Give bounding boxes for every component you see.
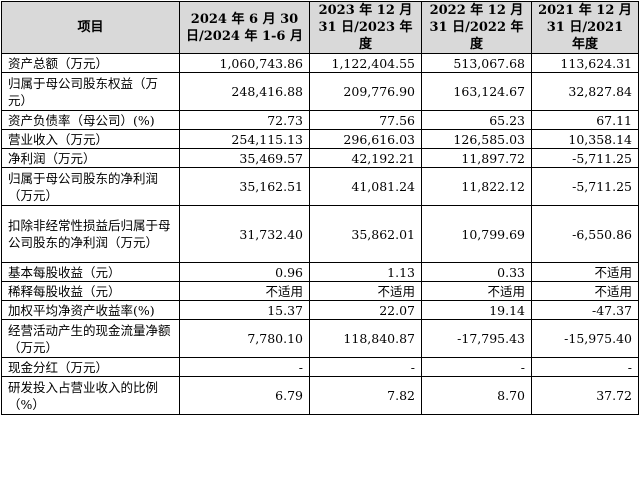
header-item: 项目	[1, 1, 180, 54]
cell-value: 126,585.03	[421, 129, 532, 149]
table-row: 归属于母公司股东的净利润（万元） 35,162.51 41,081.24 11,822…	[1, 167, 639, 206]
cell-value: 37.72	[531, 376, 639, 415]
cell-value: 22.07	[309, 300, 422, 320]
cell-value: -5,711.25	[531, 148, 639, 168]
table-row: 稀释每股收益（元） 不适用 不适用 不适用 不适用	[1, 281, 639, 301]
row-label: 加权平均净资产收益率(%)	[1, 300, 180, 320]
cell-value: 254,115.13	[179, 129, 310, 149]
cell-value: 不适用	[531, 281, 639, 301]
table-row: 净利润（万元） 35,469.57 42,192.21 11,897.72 -5,711…	[1, 148, 639, 168]
cell-value: 41,081.24	[309, 167, 422, 206]
cell-value: 0.33	[421, 262, 532, 282]
table-row: 扣除非经常性损益后归属于母公司股东的净利润（万元） 31,732.40 35,862…	[1, 205, 639, 263]
cell-value: 8.70	[421, 376, 532, 415]
table-row: 研发投入占营业收入的比例（%） 6.79 7.82 8.70 37.72	[1, 376, 639, 415]
cell-value: 19.14	[421, 300, 532, 320]
row-label: 扣除非经常性损益后归属于母公司股东的净利润（万元）	[1, 205, 180, 263]
cell-value: -15,975.40	[531, 319, 639, 358]
cell-value: 113,624.31	[531, 53, 639, 73]
cell-value: 77.56	[309, 110, 422, 130]
row-label: 营业收入（万元）	[1, 129, 180, 149]
cell-value: 31,732.40	[179, 205, 310, 263]
cell-value: 15.37	[179, 300, 310, 320]
table-row: 营业收入（万元） 254,115.13 296,616.03 126,585.03 10…	[1, 129, 639, 149]
header-2024: 2024 年 6 月 30 日/2024 年 1-6 月	[179, 1, 310, 54]
row-label: 研发投入占营业收入的比例（%）	[1, 376, 180, 415]
cell-value: 6.79	[179, 376, 310, 415]
table-row: 资产总额（万元） 1,060,743.86 1,122,404.55 513,067.…	[1, 53, 639, 73]
cell-value: 513,067.68	[421, 53, 532, 73]
row-label: 现金分红（万元）	[1, 357, 180, 377]
cell-value: 11,822.12	[421, 167, 532, 206]
cell-value: 118,840.87	[309, 319, 422, 358]
row-label: 基本每股收益（元）	[1, 262, 180, 282]
cell-value: 163,124.67	[421, 72, 532, 111]
cell-value: 35,469.57	[179, 148, 310, 168]
cell-value: 248,416.88	[179, 72, 310, 111]
cell-value: -	[531, 357, 639, 377]
cell-value: 11,897.72	[421, 148, 532, 168]
row-label: 稀释每股收益（元）	[1, 281, 180, 301]
cell-value: 67.11	[531, 110, 639, 130]
header-2023: 2023 年 12 月 31 日/2023 年度	[309, 1, 422, 54]
cell-value: 72.73	[179, 110, 310, 130]
cell-value: -	[421, 357, 532, 377]
cell-value: 1,122,404.55	[309, 53, 422, 73]
header-2022: 2022 年 12 月 31 日/2022 年度	[421, 1, 532, 54]
cell-value: -47.37	[531, 300, 639, 320]
cell-value: -	[309, 357, 422, 377]
cell-value: 35,862.01	[309, 205, 422, 263]
cell-value: 7.82	[309, 376, 422, 415]
cell-value: 296,616.03	[309, 129, 422, 149]
table-row: 经营活动产生的现金流量净额（万元） 7,780.10 118,840.87 -17,7…	[1, 319, 639, 358]
table-header-row: 项目 2024 年 6 月 30 日/2024 年 1-6 月 2023 年 1…	[1, 1, 639, 54]
cell-value: 42,192.21	[309, 148, 422, 168]
cell-value: -	[179, 357, 310, 377]
cell-value: 32,827.84	[531, 72, 639, 111]
row-label: 归属于母公司股东权益（万元）	[1, 72, 180, 111]
cell-value: -6,550.86	[531, 205, 639, 263]
table-row: 归属于母公司股东权益（万元） 248,416.88 209,776.90 163,12…	[1, 72, 639, 111]
cell-value: 1.13	[309, 262, 422, 282]
cell-value: 65.23	[421, 110, 532, 130]
cell-value: 不适用	[309, 281, 422, 301]
row-label: 资产总额（万元）	[1, 53, 180, 73]
cell-value: 10,799.69	[421, 205, 532, 263]
cell-value: 7,780.10	[179, 319, 310, 358]
cell-value: 209,776.90	[309, 72, 422, 111]
cell-value: 不适用	[179, 281, 310, 301]
table-row: 加权平均净资产收益率(%) 15.37 22.07 19.14 -47.37	[1, 300, 639, 320]
row-label: 资产负债率（母公司）(%)	[1, 110, 180, 130]
row-label: 经营活动产生的现金流量净额（万元）	[1, 319, 180, 358]
cell-value: 10,358.14	[531, 129, 639, 149]
cell-value: 0.96	[179, 262, 310, 282]
row-label: 净利润（万元）	[1, 148, 180, 168]
table-row: 现金分红（万元） - - - -	[1, 357, 639, 377]
table-row: 资产负债率（母公司）(%) 72.73 77.56 65.23 67.11	[1, 110, 639, 130]
cell-value: 35,162.51	[179, 167, 310, 206]
cell-value: -17,795.43	[421, 319, 532, 358]
cell-value: 1,060,743.86	[179, 53, 310, 73]
cell-value: 不适用	[421, 281, 532, 301]
header-2021: 2021 年 12 月 31 日/2021 年度	[531, 1, 639, 54]
cell-value: -5,711.25	[531, 167, 639, 206]
table-row: 基本每股收益（元） 0.96 1.13 0.33 不适用	[1, 262, 639, 282]
financial-data-table: 项目 2024 年 6 月 30 日/2024 年 1-6 月 2023 年 1…	[1, 1, 639, 415]
cell-value: 不适用	[531, 262, 639, 282]
row-label: 归属于母公司股东的净利润（万元）	[1, 167, 180, 206]
